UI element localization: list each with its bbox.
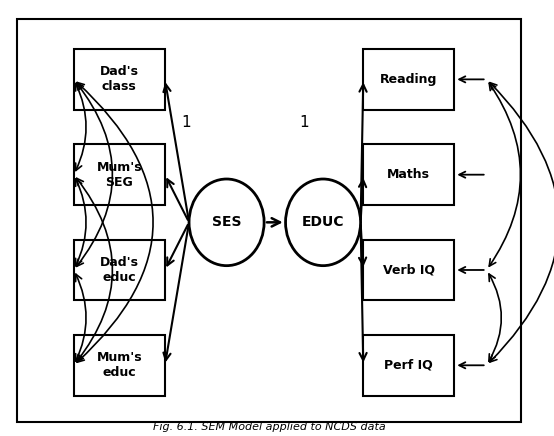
FancyBboxPatch shape bbox=[363, 144, 454, 205]
Text: 1: 1 bbox=[182, 115, 191, 130]
Ellipse shape bbox=[285, 179, 361, 266]
Text: Perf IQ: Perf IQ bbox=[384, 359, 433, 372]
FancyBboxPatch shape bbox=[363, 49, 454, 110]
Text: Reading: Reading bbox=[380, 73, 438, 86]
Text: Mum's
educ: Mum's educ bbox=[96, 351, 142, 379]
FancyBboxPatch shape bbox=[363, 335, 454, 395]
FancyBboxPatch shape bbox=[18, 19, 521, 422]
FancyBboxPatch shape bbox=[74, 144, 165, 205]
Text: Mum's
SEG: Mum's SEG bbox=[96, 161, 142, 189]
FancyBboxPatch shape bbox=[363, 240, 454, 300]
Text: Dad's
class: Dad's class bbox=[100, 65, 139, 93]
Text: 1: 1 bbox=[300, 115, 309, 130]
Ellipse shape bbox=[189, 179, 264, 266]
Text: Dad's
educ: Dad's educ bbox=[100, 256, 139, 284]
FancyBboxPatch shape bbox=[74, 49, 165, 110]
Text: EDUC: EDUC bbox=[302, 215, 345, 229]
FancyBboxPatch shape bbox=[74, 335, 165, 395]
FancyBboxPatch shape bbox=[74, 240, 165, 300]
Text: Maths: Maths bbox=[387, 168, 430, 181]
Text: Verb IQ: Verb IQ bbox=[383, 263, 435, 276]
Text: Fig. 6.1. SEM Model applied to NCDS data: Fig. 6.1. SEM Model applied to NCDS data bbox=[153, 422, 386, 433]
Text: SES: SES bbox=[212, 215, 242, 229]
